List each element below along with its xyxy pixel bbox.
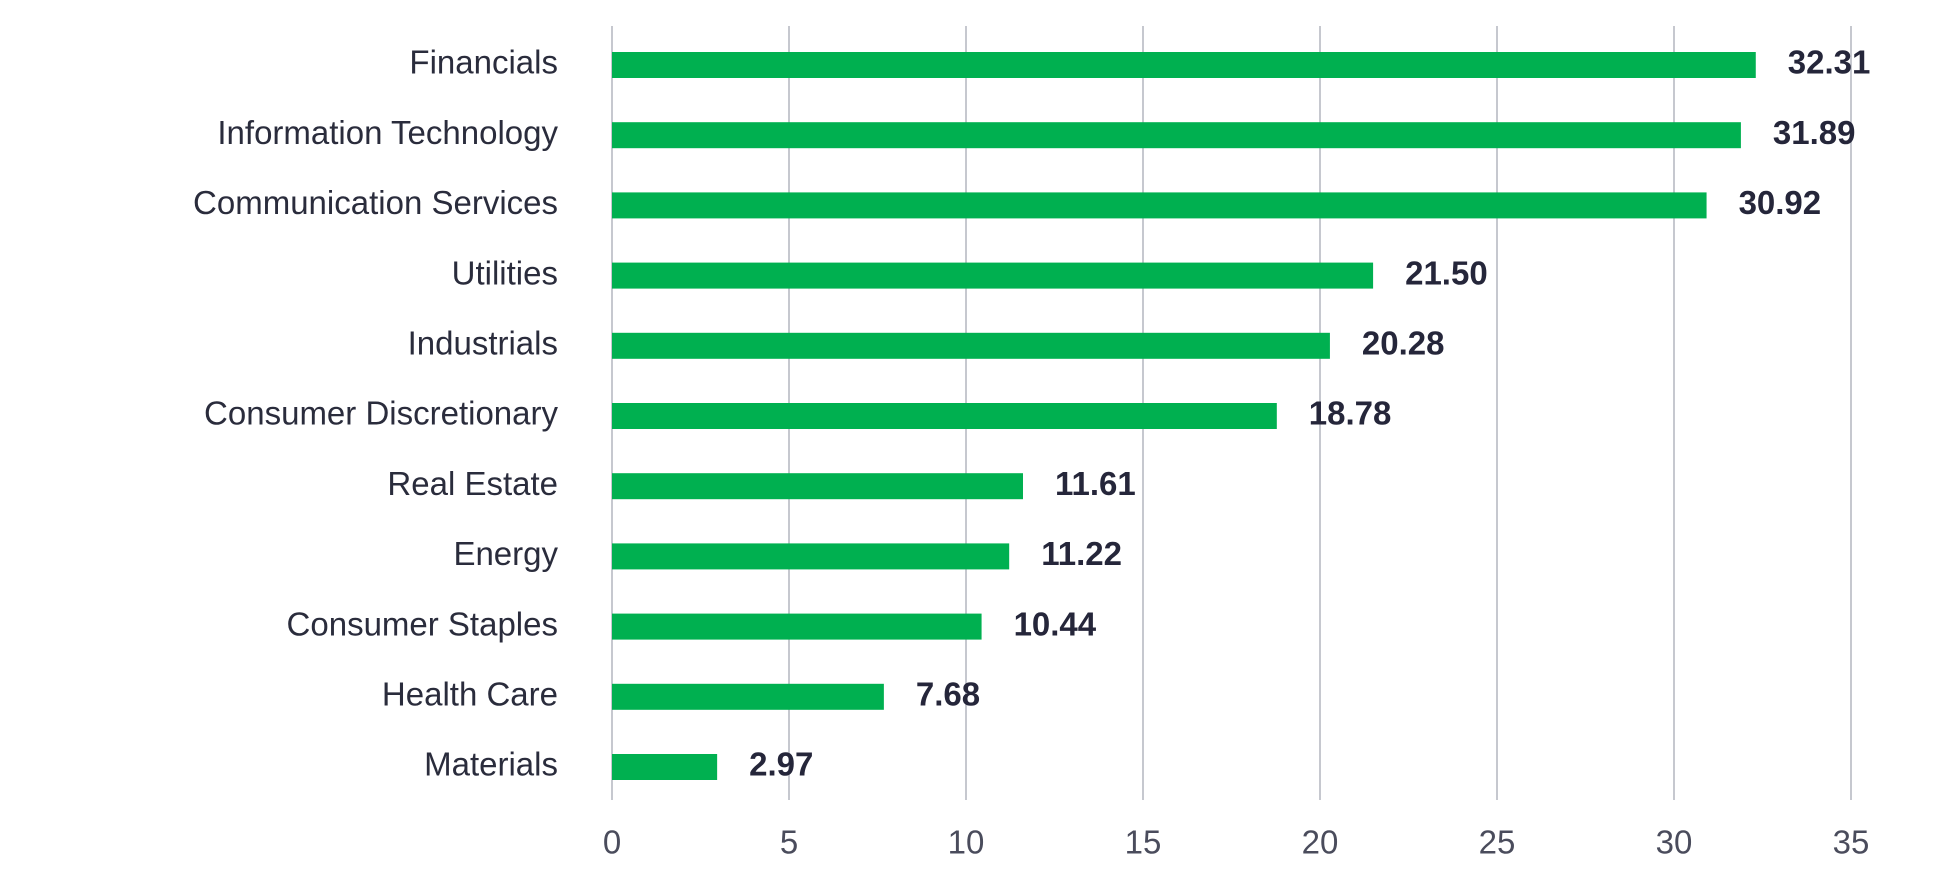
x-tick-label-0: 0: [603, 824, 621, 861]
bar-energy: [612, 543, 1010, 570]
category-label-consumer-staples: Consumer Staples: [287, 605, 558, 642]
x-tick-label-15: 15: [1125, 824, 1162, 861]
bar-materials: [612, 754, 718, 780]
category-labels: Financials Information Technology Communic…: [193, 44, 558, 783]
category-label-financials: Financials: [409, 44, 558, 81]
value-label-energy: 11.22: [1041, 535, 1122, 572]
bar-health-care: [612, 683, 884, 710]
bar-consumer-discretionary: [612, 403, 1277, 429]
category-label-health-care: Health Care: [382, 676, 558, 713]
bar-industrials: [612, 332, 1330, 359]
value-label-communication-services: 30.92: [1739, 184, 1822, 221]
value-label-health-care: 7.68: [916, 676, 980, 713]
category-label-communication-services: Communication Services: [193, 184, 558, 221]
value-label-utilities: 21.50: [1405, 254, 1488, 291]
category-label-industrials: Industrials: [408, 325, 558, 362]
category-label-materials: Materials: [424, 746, 558, 783]
x-axis-tick-labels: 0 5 10 15 20 25 30 35: [603, 824, 1870, 861]
value-label-industrials: 20.28: [1362, 325, 1445, 362]
value-label-real-estate: 11.61: [1055, 465, 1136, 502]
bar-consumer-staples: [612, 613, 982, 640]
category-label-real-estate: Real Estate: [387, 465, 558, 502]
bar-utilities: [612, 262, 1374, 289]
bar-real-estate: [612, 473, 1023, 500]
x-tick-label-20: 20: [1302, 824, 1339, 861]
x-tick-label-5: 5: [780, 824, 798, 861]
value-label-materials: 2.97: [749, 746, 813, 783]
value-labels: 32.31 31.89 30.92 21.50 20.28 18.78 11.61 11.22…: [749, 44, 1870, 783]
category-label-energy: Energy: [453, 535, 558, 572]
category-label-information-technology: Information Technology: [217, 114, 558, 151]
category-label-utilities: Utilities: [452, 254, 558, 291]
x-tick-label-30: 30: [1656, 824, 1693, 861]
value-label-consumer-discretionary: 18.78: [1309, 395, 1392, 432]
value-label-information-technology: 31.89: [1773, 114, 1856, 151]
x-tick-label-35: 35: [1833, 824, 1870, 861]
category-label-consumer-discretionary: Consumer Discretionary: [204, 395, 558, 432]
value-label-financials: 32.31: [1788, 44, 1871, 81]
value-label-consumer-staples: 10.44: [1014, 605, 1097, 642]
bars: [612, 52, 1756, 780]
x-tick-label-25: 25: [1479, 824, 1516, 861]
bar-financials: [612, 52, 1756, 78]
x-tick-label-10: 10: [948, 824, 985, 861]
bar-communication-services: [612, 192, 1707, 219]
bar-information-technology: [612, 122, 1741, 149]
